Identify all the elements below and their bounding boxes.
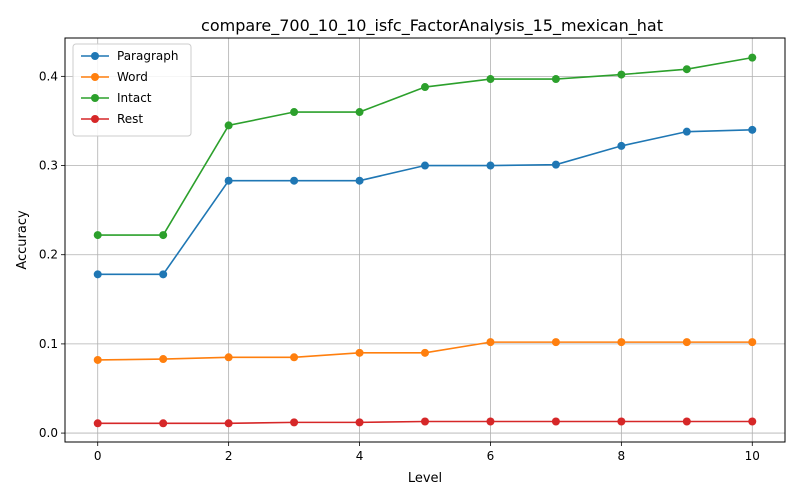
legend-label-word: Word [117, 70, 148, 84]
data-point-rest [159, 419, 168, 428]
x-tick-label: 0 [94, 449, 102, 463]
data-point-word [551, 338, 560, 347]
data-point-rest [93, 419, 102, 428]
y-tick-label: 0.1 [39, 337, 58, 351]
data-point-intact [355, 108, 364, 117]
x-tick-label: 10 [745, 449, 760, 463]
data-point-word [224, 353, 233, 362]
data-point-word [486, 338, 495, 347]
data-point-intact [551, 75, 560, 84]
data-point-intact [617, 70, 626, 79]
data-point-rest [421, 417, 429, 426]
data-point-paragraph [682, 127, 691, 136]
legend: Paragraph Word Intact Rest [72, 43, 192, 137]
data-point-paragraph [355, 176, 364, 185]
y-axis-label: Accuracy [15, 210, 30, 270]
data-point-intact [486, 75, 495, 84]
x-tick-label: 8 [618, 449, 626, 463]
data-point-paragraph [159, 270, 168, 279]
data-point-word [617, 338, 626, 347]
x-tick-label: 6 [487, 449, 495, 463]
y-tick-label: 0.2 [39, 248, 58, 262]
data-point-word [93, 355, 102, 364]
data-point-rest [551, 417, 560, 426]
data-point-word [290, 353, 299, 362]
data-point-paragraph [224, 176, 233, 185]
plot-area-frame [64, 37, 786, 443]
x-tick-label: 2 [225, 449, 233, 463]
data-point-word [421, 348, 429, 357]
data-point-intact [93, 231, 102, 240]
data-point-paragraph [486, 161, 495, 170]
data-point-paragraph [748, 125, 757, 134]
data-point-rest [290, 418, 299, 427]
legend-swatch-marker-rest [91, 115, 99, 123]
axis-ticks: 0 2 4 6 8 10 0.0 0.1 0.2 0.3 0.4 [39, 69, 760, 463]
data-point-paragraph [551, 160, 560, 169]
data-point-word [355, 348, 364, 357]
y-tick-label: 0.0 [39, 426, 58, 440]
y-tick-label: 0.3 [39, 159, 58, 173]
x-axis-label: Level [408, 471, 442, 486]
legend-label-rest: Rest [117, 112, 143, 126]
data-point-paragraph [421, 161, 429, 170]
legend-swatch-marker-intact [91, 94, 99, 102]
data-point-paragraph [617, 141, 626, 150]
data-point-word [159, 355, 168, 364]
data-point-intact [224, 121, 233, 130]
data-point-intact [421, 83, 429, 92]
data-point-paragraph [93, 270, 102, 279]
data-point-rest [617, 417, 626, 426]
data-point-word [748, 338, 757, 347]
data-point-word [682, 338, 691, 347]
data-point-rest [355, 418, 364, 427]
data-point-rest [224, 419, 233, 428]
legend-swatch-marker-paragraph [91, 52, 99, 60]
data-point-intact [748, 53, 757, 62]
data-point-rest [748, 417, 757, 426]
y-tick-label: 0.4 [39, 69, 58, 83]
x-tick-label: 4 [356, 449, 364, 463]
data-point-intact [682, 65, 691, 74]
chart-title: compare_700_10_10_isfc_FactorAnalysis_15… [201, 16, 663, 36]
data-point-rest [682, 417, 691, 426]
legend-swatch-marker-word [91, 73, 99, 81]
data-point-intact [290, 108, 299, 117]
legend-box [72, 43, 192, 137]
data-point-paragraph [290, 176, 299, 185]
data-point-rest [486, 417, 495, 426]
legend-label-intact: Intact [117, 91, 152, 105]
series-layer [93, 53, 757, 428]
legend-label-paragraph: Paragraph [117, 49, 178, 63]
data-point-intact [159, 231, 168, 240]
